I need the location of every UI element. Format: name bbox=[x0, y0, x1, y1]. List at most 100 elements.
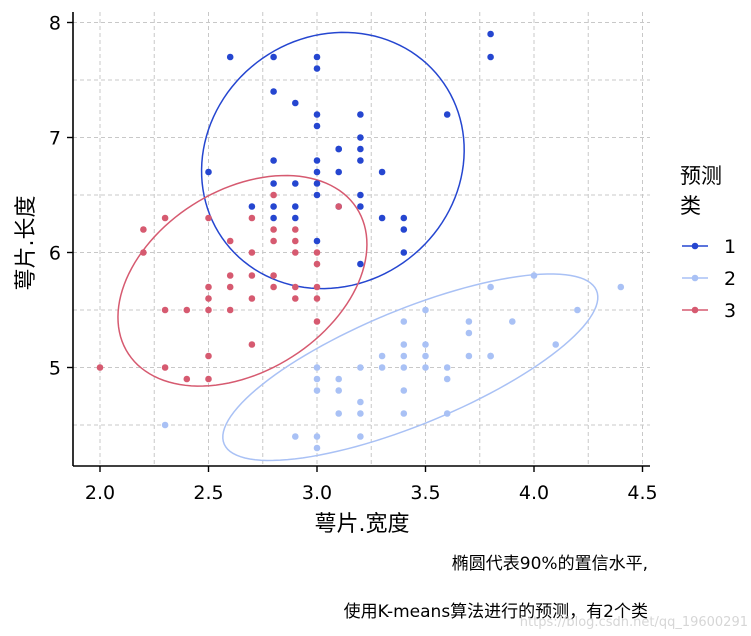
data-point-cluster-1 bbox=[357, 111, 364, 118]
grid bbox=[73, 12, 650, 466]
data-point-cluster-3 bbox=[183, 375, 191, 383]
data-point-cluster-1 bbox=[487, 53, 494, 61]
data-point-cluster-3 bbox=[205, 375, 212, 383]
data-point-cluster-3 bbox=[205, 214, 212, 222]
legend-label: 1 bbox=[724, 236, 736, 258]
caption-line-2: 使用K-means算法进行的预测，有2个类 bbox=[344, 601, 648, 622]
legend-key-point bbox=[691, 274, 699, 282]
confidence-ellipses bbox=[117, 31, 599, 462]
data-point-cluster-1 bbox=[335, 168, 343, 176]
data-point-cluster-2 bbox=[335, 387, 343, 394]
data-point-cluster-1 bbox=[400, 249, 408, 256]
data-point-cluster-3 bbox=[140, 249, 147, 256]
data-point-cluster-1 bbox=[292, 214, 299, 222]
data-point-cluster-2 bbox=[313, 387, 321, 394]
data-point-cluster-3 bbox=[205, 306, 212, 314]
data-point-cluster-3 bbox=[205, 283, 212, 291]
data-point-cluster-3 bbox=[248, 295, 256, 302]
data-point-cluster-3 bbox=[313, 283, 321, 291]
data-point-cluster-3 bbox=[96, 364, 104, 371]
data-point-cluster-2 bbox=[443, 375, 451, 383]
data-point-cluster-2 bbox=[161, 421, 169, 429]
data-point-cluster-2 bbox=[313, 364, 321, 371]
data-point-cluster-1 bbox=[313, 157, 321, 164]
data-point-cluster-3 bbox=[226, 272, 234, 279]
data-point-cluster-1 bbox=[313, 168, 321, 176]
data-point-cluster-3 bbox=[205, 352, 212, 360]
axes bbox=[72, 12, 650, 467]
legend-key-point bbox=[691, 242, 699, 250]
data-point-cluster-2 bbox=[400, 410, 408, 417]
data-point-cluster-2 bbox=[313, 375, 321, 383]
data-point-cluster-1 bbox=[292, 203, 299, 210]
data-point-cluster-1 bbox=[205, 168, 212, 176]
legend-title-line-1: 预测 bbox=[680, 164, 722, 188]
x-tick-label: 4.0 bbox=[519, 482, 549, 504]
data-point-cluster-1 bbox=[357, 191, 364, 199]
data-point-cluster-2 bbox=[400, 352, 408, 360]
data-point-cluster-1 bbox=[292, 180, 299, 187]
data-point-cluster-3 bbox=[270, 283, 277, 291]
data-point-cluster-1 bbox=[313, 237, 321, 245]
data-point-cluster-2 bbox=[357, 398, 364, 406]
data-point-cluster-1 bbox=[270, 180, 277, 187]
data-point-cluster-2 bbox=[552, 341, 559, 348]
data-point-cluster-1 bbox=[292, 99, 299, 107]
data-point-cluster-1 bbox=[270, 88, 277, 95]
data-point-cluster-3 bbox=[140, 226, 147, 233]
data-point-cluster-3 bbox=[335, 203, 343, 210]
caption-line-1: 椭圆代表90%的置信水平, bbox=[452, 554, 648, 574]
data-point-cluster-1 bbox=[357, 134, 364, 141]
x-tick-label: 2.5 bbox=[193, 482, 223, 504]
data-point-cluster-3 bbox=[161, 306, 169, 314]
data-point-cluster-3 bbox=[226, 237, 234, 245]
data-point-cluster-1 bbox=[335, 145, 343, 153]
data-point-cluster-1 bbox=[313, 111, 321, 118]
data-point-cluster-2 bbox=[313, 444, 321, 452]
data-point-cluster-2 bbox=[313, 433, 321, 440]
data-point-cluster-1 bbox=[270, 53, 277, 61]
data-point-cluster-2 bbox=[422, 352, 429, 360]
data-point-cluster-3 bbox=[313, 260, 321, 268]
data-point-cluster-2 bbox=[574, 306, 581, 314]
data-point-cluster-3 bbox=[248, 341, 256, 348]
data-point-cluster-1 bbox=[313, 65, 321, 72]
y-tick-label: 8 bbox=[49, 13, 61, 35]
data-point-cluster-2 bbox=[465, 329, 473, 337]
legend-title-line-2: 类 bbox=[680, 194, 701, 218]
data-point-cluster-2 bbox=[400, 364, 408, 371]
data-point-cluster-2 bbox=[509, 318, 516, 325]
legend-entry-3: 3 bbox=[682, 300, 736, 322]
data-point-cluster-1 bbox=[313, 53, 321, 61]
legend-entry-1: 1 bbox=[682, 236, 736, 258]
data-point-cluster-2 bbox=[378, 352, 386, 360]
data-point-cluster-3 bbox=[226, 306, 234, 314]
data-point-cluster-3 bbox=[292, 237, 299, 245]
data-point-cluster-2 bbox=[465, 352, 473, 360]
data-point-cluster-3 bbox=[248, 272, 256, 279]
data-point-cluster-3 bbox=[226, 283, 234, 291]
data-point-cluster-2 bbox=[617, 283, 625, 291]
data-point-cluster-3 bbox=[161, 214, 169, 222]
data-point-cluster-2 bbox=[443, 410, 451, 417]
data-point-cluster-1 bbox=[270, 214, 277, 222]
data-point-cluster-2 bbox=[357, 364, 364, 371]
legend-label: 3 bbox=[724, 300, 736, 322]
y-tick-label: 7 bbox=[49, 128, 61, 150]
legend-key-point bbox=[691, 306, 699, 314]
data-point-cluster-2 bbox=[292, 433, 299, 440]
y-tick-label: 6 bbox=[49, 243, 61, 265]
data-point-cluster-2 bbox=[400, 341, 408, 348]
data-point-cluster-3 bbox=[270, 272, 277, 279]
data-point-cluster-1 bbox=[357, 145, 364, 153]
x-tick-label: 3.0 bbox=[302, 482, 332, 504]
x-tick-label: 2.0 bbox=[85, 482, 115, 504]
data-points bbox=[96, 30, 625, 452]
data-point-cluster-2 bbox=[487, 283, 494, 291]
data-point-cluster-1 bbox=[357, 157, 364, 164]
data-point-cluster-1 bbox=[313, 122, 321, 130]
data-point-cluster-2 bbox=[335, 375, 343, 383]
data-point-cluster-2 bbox=[422, 364, 429, 371]
data-point-cluster-2 bbox=[530, 272, 538, 279]
